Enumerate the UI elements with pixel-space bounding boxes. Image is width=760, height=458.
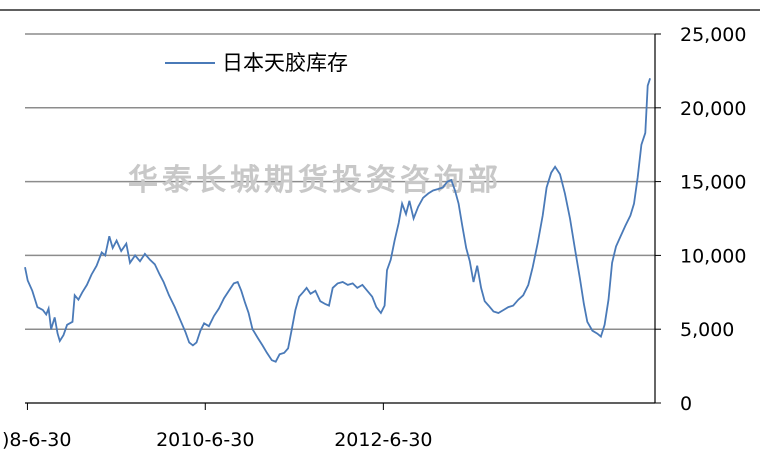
y-tick-label: 5,000 xyxy=(680,319,734,341)
y-tick-label: 0 xyxy=(680,393,692,415)
gridlines xyxy=(25,33,661,404)
series-line-japan-rubber-inventory xyxy=(24,78,651,363)
y-tick-label: 10,000 xyxy=(680,245,746,267)
x-tick-label: 2012-6-30 xyxy=(334,429,432,451)
x-tick-label: 2010-6-30 xyxy=(156,429,254,451)
x-tick-labels: )8-6-30 2010-6-30 2012-6-30 xyxy=(2,429,433,451)
legend: 日本天胶库存 xyxy=(165,51,348,75)
axes xyxy=(25,34,656,410)
y-tick-label: 25,000 xyxy=(680,24,746,46)
watermark-text: 华泰长城期货投资咨询部 xyxy=(128,163,502,198)
legend-label: 日本天胶库存 xyxy=(222,51,348,75)
y-tick-labels: 0 5,000 10,000 15,000 20,000 25,000 xyxy=(680,24,746,415)
y-tick-label: 20,000 xyxy=(680,98,746,120)
x-tick-label: )8-6-30 xyxy=(2,429,71,451)
y-tick-label: 15,000 xyxy=(680,172,746,194)
